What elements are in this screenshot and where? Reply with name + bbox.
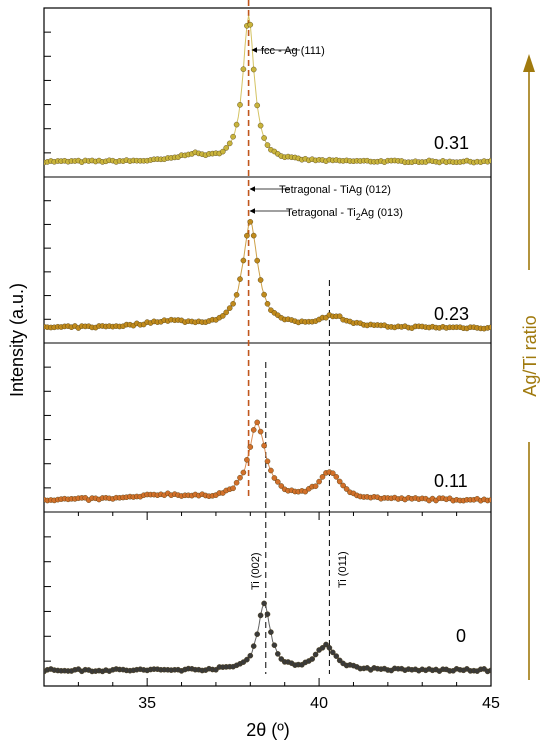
data-point	[258, 613, 263, 618]
data-point	[275, 651, 280, 656]
x-tick-label: 35	[138, 695, 156, 712]
data-point	[265, 143, 270, 148]
label-ti2ag: Tetragonal - Ti2Ag (013)	[286, 207, 403, 222]
data-point	[488, 497, 493, 502]
data-point	[234, 480, 239, 485]
series-023	[41, 219, 493, 331]
series-0	[41, 601, 493, 674]
panel-labels: 0.31 0.23 0.11 0	[434, 133, 469, 646]
plot-border	[44, 8, 491, 686]
data-point	[227, 306, 232, 311]
data-point	[255, 258, 260, 263]
series-011	[41, 420, 493, 504]
series-line	[44, 222, 491, 329]
y-axis-title: Intensity (a.u.)	[7, 283, 27, 397]
data-point	[237, 277, 242, 282]
data-point	[488, 668, 493, 673]
data-point	[248, 653, 253, 658]
x-ticks: 35 40 45	[78, 512, 500, 712]
data-point	[241, 470, 246, 475]
data-point	[258, 277, 263, 282]
data-point	[313, 652, 318, 657]
ratio-arrow-head	[523, 54, 535, 72]
x-tick-label: 45	[482, 695, 500, 712]
data-point	[244, 457, 249, 462]
label-ti-002: Ti (002)	[250, 553, 262, 591]
series-line	[44, 16, 491, 163]
data-point	[262, 601, 267, 606]
data-point	[237, 475, 242, 480]
plot-frame	[44, 8, 491, 686]
data-point	[262, 292, 267, 297]
data-point	[234, 292, 239, 297]
data-point	[334, 474, 339, 479]
data-point	[262, 443, 267, 448]
data-point	[258, 429, 263, 434]
data-point	[248, 444, 253, 449]
data-point	[255, 420, 260, 425]
data-point	[227, 141, 232, 146]
data-point	[248, 219, 253, 224]
data-point	[224, 145, 229, 150]
data-point	[268, 468, 273, 473]
ratio-label: Ag/Ti ratio	[520, 315, 540, 396]
data-point	[310, 656, 315, 661]
data-point	[244, 233, 249, 238]
data-point	[251, 233, 256, 238]
data-point	[488, 158, 493, 163]
label-fcc-ag: fcc - Ag (111)	[261, 45, 325, 57]
data-point	[241, 258, 246, 263]
data-point	[317, 479, 322, 484]
panel-label-0: 0	[456, 626, 466, 646]
data-point	[265, 301, 270, 306]
data-point	[488, 325, 493, 330]
data-point	[251, 427, 256, 432]
data-point	[255, 632, 260, 637]
data-point	[258, 123, 263, 128]
data-point	[334, 654, 339, 659]
label-ti-011: Ti (011)	[337, 551, 349, 588]
ag-ti-ratio-indicator: Ag/Ti ratio	[520, 54, 540, 680]
panel-label-011: 0.11	[434, 471, 468, 491]
x-tick-label: 40	[310, 695, 328, 712]
data-traces	[41, 16, 493, 675]
x-axis-title: 2θ (º)	[246, 720, 290, 740]
data-point	[265, 612, 270, 617]
data-point	[262, 135, 267, 140]
data-point	[275, 479, 280, 484]
data-point	[272, 643, 277, 648]
data-point	[231, 301, 236, 306]
data-point	[248, 22, 253, 27]
panel-label-023: 0.23	[434, 304, 469, 324]
data-point	[251, 644, 256, 649]
data-point	[268, 630, 273, 635]
data-point	[224, 310, 229, 315]
data-point	[237, 102, 242, 107]
data-point	[251, 67, 256, 72]
data-point	[231, 134, 236, 139]
data-point	[313, 484, 318, 489]
data-point	[327, 645, 332, 650]
data-point	[265, 459, 270, 464]
label-tiag: Tetragonal - TiAg (012)	[279, 184, 391, 196]
panel-label-031: 0.31	[434, 133, 469, 153]
series-031	[41, 16, 493, 165]
data-point	[231, 486, 236, 491]
data-point	[255, 103, 260, 108]
data-point	[234, 122, 239, 127]
data-point	[241, 67, 246, 72]
y-ticks	[44, 32, 51, 661]
